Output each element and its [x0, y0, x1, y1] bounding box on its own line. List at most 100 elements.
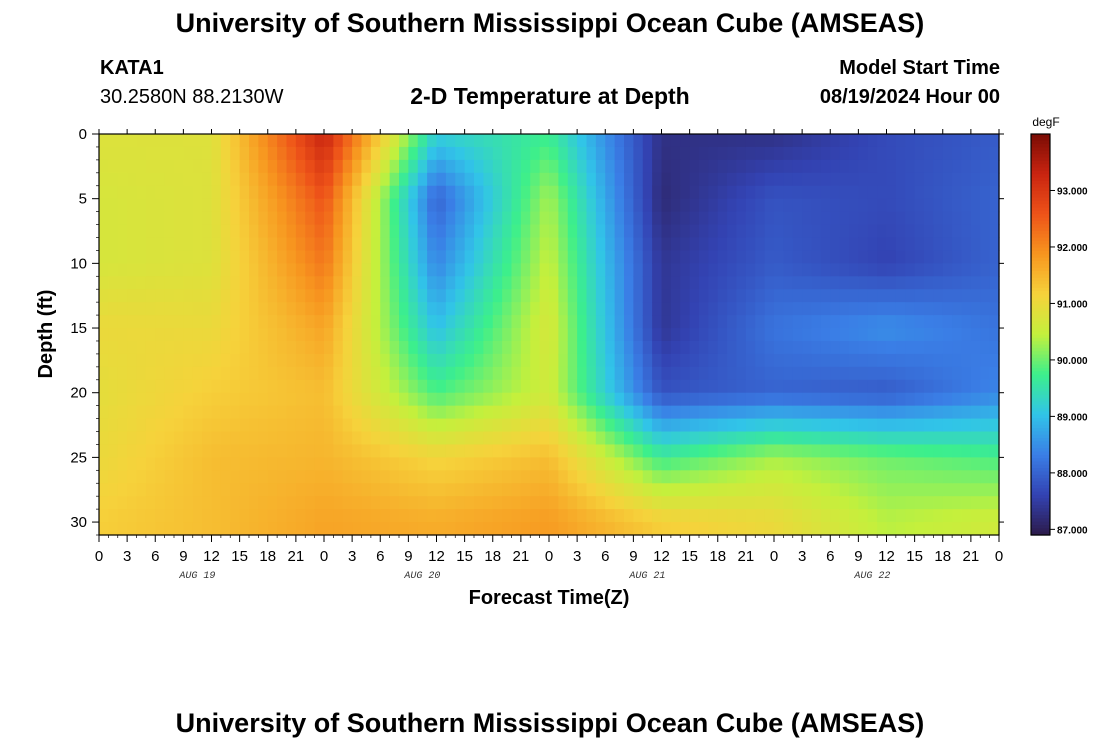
heatmap-cell — [783, 315, 794, 329]
heatmap-cell — [230, 405, 241, 420]
heatmap-cell — [764, 185, 775, 200]
heatmap-cell — [342, 392, 353, 407]
heatmap-cell — [174, 237, 184, 252]
heatmap-cell — [980, 328, 991, 342]
heatmap-cell — [183, 250, 194, 264]
heatmap-cell — [502, 509, 513, 523]
heatmap-cell — [445, 496, 456, 510]
heatmap-cell — [670, 431, 681, 446]
heatmap-cell — [108, 185, 119, 200]
heatmap-cell — [380, 405, 391, 420]
heatmap-cell — [464, 353, 475, 368]
heatmap-cell — [352, 159, 363, 174]
heatmap-cell — [239, 315, 250, 329]
heatmap-cell — [849, 379, 859, 394]
heatmap-cell — [933, 250, 944, 264]
heatmap-cell — [464, 431, 475, 446]
heatmap-cell — [445, 444, 456, 458]
heatmap-cell — [277, 379, 288, 394]
heatmap-cell — [924, 405, 934, 420]
heatmap-cell — [530, 496, 541, 510]
heatmap-cell — [474, 211, 484, 226]
colorbar-segment — [1031, 448, 1050, 453]
heatmap-cell — [802, 198, 813, 213]
heatmap-cell — [755, 315, 766, 329]
heatmap-cell — [717, 418, 728, 433]
heatmap-cell — [399, 392, 409, 407]
heatmap-cell — [549, 250, 559, 264]
heatmap-cell — [295, 444, 306, 458]
heatmap-cell — [820, 328, 831, 342]
colorbar-segment — [1031, 387, 1050, 392]
heatmap-cell — [717, 263, 728, 277]
heatmap-cell — [417, 211, 428, 226]
heatmap-cell — [774, 276, 784, 290]
heatmap-cell — [708, 185, 719, 200]
heatmap-cell — [670, 366, 681, 381]
heatmap-cell — [352, 328, 363, 342]
heatmap-cell — [286, 172, 297, 187]
heatmap-cell — [783, 224, 794, 239]
heatmap-cell — [886, 211, 897, 226]
heatmap-cell — [980, 276, 991, 290]
heatmap-cell — [108, 315, 119, 329]
heatmap-cell — [942, 263, 953, 277]
heatmap-cell — [895, 328, 906, 342]
heatmap-cell — [520, 172, 531, 187]
heatmap-cell — [670, 185, 681, 200]
heatmap-cell — [952, 509, 963, 523]
heatmap-cell — [839, 146, 850, 161]
heatmap-cell — [108, 392, 119, 407]
heatmap-cell — [258, 276, 269, 290]
heatmap-cell — [314, 509, 325, 523]
heatmap-cell — [792, 250, 803, 264]
heatmap-cell — [605, 250, 616, 264]
heatmap-cell — [980, 522, 991, 536]
heatmap-cell — [670, 483, 681, 497]
heatmap-cell — [849, 159, 859, 174]
heatmap-cell — [427, 457, 438, 471]
heatmap-cell — [933, 237, 944, 252]
heatmap-cell — [736, 444, 747, 458]
heatmap-cell — [745, 198, 756, 213]
heatmap-cell — [895, 340, 906, 355]
colorbar-segment — [1031, 324, 1050, 329]
colorbar-segment — [1031, 240, 1050, 245]
heatmap-cell — [680, 263, 691, 277]
heatmap-cell — [802, 496, 813, 510]
heatmap-cell — [445, 185, 456, 200]
heatmap-cell — [802, 185, 813, 200]
heatmap-cell — [333, 263, 344, 277]
heatmap-cell — [745, 211, 756, 226]
heatmap-cell — [699, 315, 709, 329]
heatmap-cell — [249, 185, 259, 200]
heatmap-cell — [717, 457, 728, 471]
heatmap-cell — [267, 289, 278, 303]
heatmap-cell — [249, 198, 259, 213]
heatmap-cell — [670, 340, 681, 355]
heatmap-cell — [970, 237, 981, 252]
heatmap-cell — [417, 509, 428, 523]
heatmap-cell — [314, 211, 325, 226]
heatmap-cell — [324, 483, 334, 497]
heatmap-cell — [689, 134, 700, 148]
heatmap-cell — [605, 418, 616, 433]
heatmap-cell — [924, 302, 934, 316]
heatmap-cell — [192, 470, 203, 484]
heatmap-cell — [849, 522, 859, 536]
x-tick-label: 6 — [151, 548, 159, 565]
heatmap-cell — [530, 237, 541, 252]
heatmap-cell — [520, 496, 531, 510]
heatmap-cell — [483, 405, 494, 420]
heatmap-cell — [539, 353, 550, 368]
heatmap-cell — [783, 211, 794, 226]
colorbar-tick-label: 90.000 — [1057, 356, 1088, 367]
heatmap-cell — [877, 224, 888, 239]
heatmap-cell — [108, 328, 119, 342]
heatmap-cell — [511, 340, 522, 355]
heatmap-cell — [577, 366, 588, 381]
heatmap-cell — [717, 224, 728, 239]
heatmap-cell — [417, 457, 428, 471]
heatmap-cell — [905, 522, 916, 536]
heatmap-cell — [324, 159, 334, 174]
